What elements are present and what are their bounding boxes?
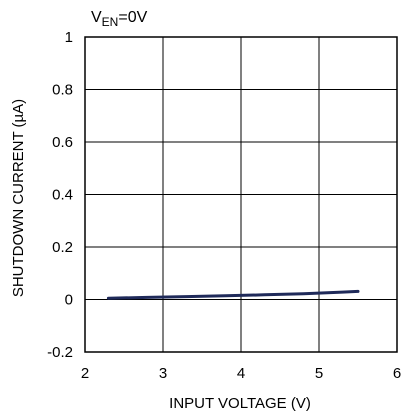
y-tick-label: 0.8 <box>52 82 73 99</box>
condition-subscript: EN <box>102 15 119 29</box>
y-tick-label: 0.6 <box>52 134 73 151</box>
x-axis-label: INPUT VOLTAGE (V) <box>169 395 311 412</box>
y-tick-label: 0 <box>65 292 73 309</box>
x-tick-label: 2 <box>81 365 89 382</box>
y-axis-label: SHUTDOWN CURRENT (µA) <box>10 99 27 297</box>
y-tick-labels: -0.2 0 0.2 0.4 0.6 0.8 1 <box>47 29 73 361</box>
x-tick-labels: 2 3 4 5 6 <box>81 365 401 382</box>
grid-lines <box>85 37 397 352</box>
x-tick-label: 3 <box>159 365 167 382</box>
y-tick-label: -0.2 <box>47 344 73 361</box>
series-layer <box>106 289 360 300</box>
series-line <box>106 289 360 300</box>
x-tick-label: 4 <box>237 365 245 382</box>
plot-frame <box>84 36 398 353</box>
condition-suffix: =0V <box>118 9 147 26</box>
y-tick-label: 0.2 <box>52 239 73 256</box>
condition-label: VEN=0V <box>91 9 148 29</box>
y-tick-label: 0.4 <box>52 187 73 204</box>
x-tick-label: 5 <box>315 365 323 382</box>
condition-prefix: V <box>91 9 102 26</box>
x-tick-label: 6 <box>393 365 401 382</box>
y-tick-label: 1 <box>65 29 73 46</box>
